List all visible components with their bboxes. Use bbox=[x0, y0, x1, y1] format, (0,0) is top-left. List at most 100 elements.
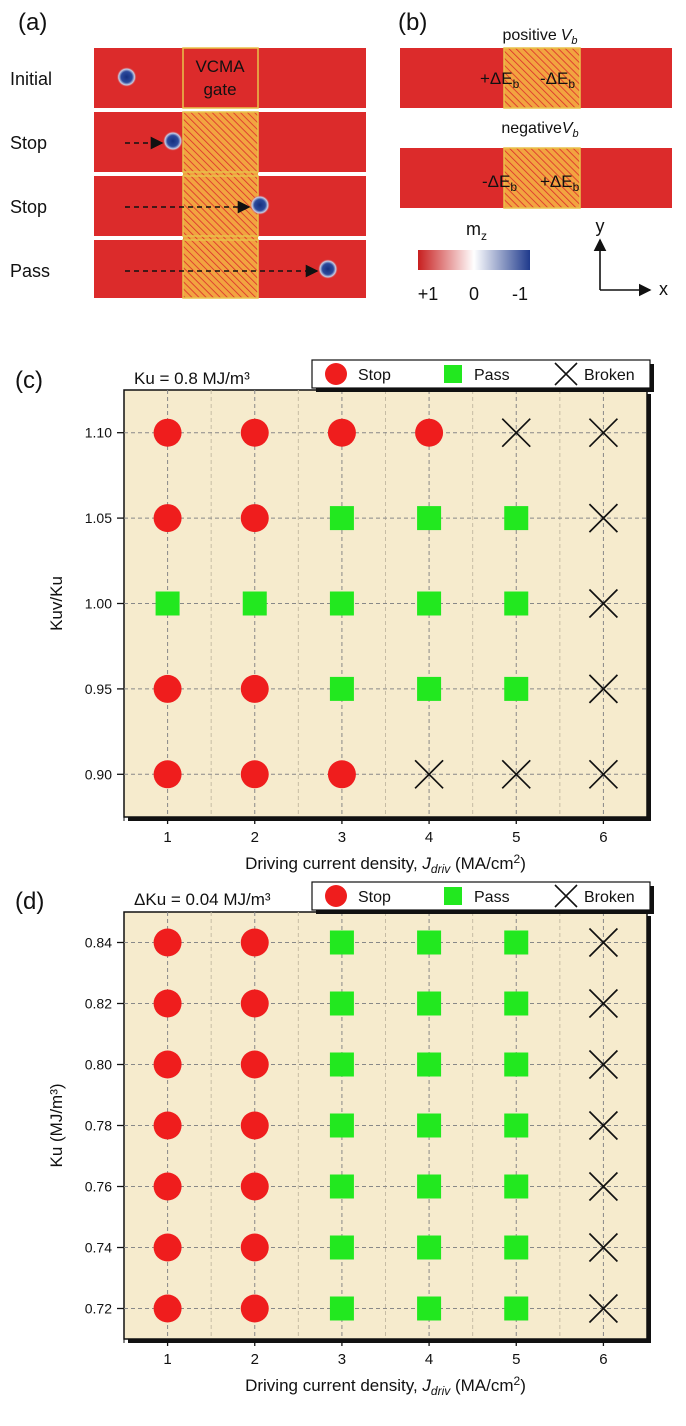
stop-marker bbox=[153, 760, 182, 789]
stop-marker bbox=[415, 418, 444, 447]
broken-marker bbox=[588, 1110, 619, 1141]
x-tick-label: 2 bbox=[251, 829, 259, 846]
stop-marker bbox=[153, 928, 182, 957]
stop-marker bbox=[240, 1233, 269, 1262]
pass-marker bbox=[504, 1296, 529, 1321]
xlabel-driv: driv bbox=[431, 1384, 451, 1398]
broken-marker bbox=[588, 1232, 619, 1263]
broken-marker bbox=[501, 759, 531, 789]
legend-box bbox=[311, 881, 651, 911]
colorbar-tick-zero: 0 bbox=[469, 284, 479, 304]
neg-right-text: +ΔE bbox=[540, 172, 573, 191]
vcma-gate-outline bbox=[182, 111, 259, 173]
stop-marker bbox=[240, 1294, 269, 1323]
stop-marker bbox=[153, 1111, 182, 1140]
y-axis-label: y bbox=[596, 216, 605, 236]
stop-marker bbox=[240, 928, 269, 957]
negative-word: negative bbox=[501, 120, 562, 137]
legend-broken-label: Broken bbox=[584, 889, 635, 906]
e-subscript: b bbox=[513, 77, 520, 91]
broken-marker bbox=[588, 927, 619, 958]
legend-pass-label: Pass bbox=[474, 367, 510, 384]
y-tick-label: 1.05 bbox=[85, 510, 112, 526]
pass-marker bbox=[417, 1174, 442, 1199]
stop-marker bbox=[240, 1172, 269, 1201]
x-tick-label: 3 bbox=[338, 829, 346, 846]
broken-marker bbox=[588, 1293, 619, 1324]
pass-marker bbox=[417, 506, 442, 531]
pass-marker bbox=[329, 676, 354, 701]
pass-marker bbox=[329, 1052, 354, 1077]
xlabel-part: Driving current density, bbox=[245, 1376, 422, 1395]
legend-pass-marker bbox=[444, 887, 462, 905]
vcma-gate-outline bbox=[182, 239, 259, 299]
broken-marker bbox=[501, 418, 531, 448]
x-tick-label: 2 bbox=[251, 1351, 259, 1368]
legend-stop-label: Stop bbox=[358, 889, 391, 906]
xlabel-part: ) bbox=[520, 854, 526, 873]
legend-stop-marker bbox=[325, 363, 347, 385]
y-tick-label: 0.82 bbox=[85, 996, 112, 1012]
colorbar-tick-pos: +1 bbox=[418, 284, 439, 304]
x-tick-label: 1 bbox=[163, 1351, 171, 1368]
colorbar-sub: z bbox=[481, 229, 487, 243]
broken-marker bbox=[588, 759, 619, 789]
pass-marker bbox=[504, 591, 529, 616]
vcma-gate-initial bbox=[182, 47, 259, 109]
pass-marker bbox=[329, 930, 354, 955]
xlabel-part: ) bbox=[520, 1376, 526, 1395]
stop-marker bbox=[153, 418, 182, 447]
x-tick-label: 6 bbox=[599, 1351, 607, 1368]
x-tick-label: 5 bbox=[512, 1351, 520, 1368]
chart-d-annotation: ΔKu = 0.04 MJ/m³ bbox=[134, 890, 271, 909]
stop-marker bbox=[240, 989, 269, 1018]
legend-broken-marker bbox=[554, 362, 578, 386]
stop-marker bbox=[240, 674, 269, 703]
pass-marker bbox=[417, 1296, 442, 1321]
chart-c-annotation: Ku = 0.8 MJ/m³ bbox=[134, 369, 250, 388]
xlabel-j: J bbox=[421, 1376, 431, 1395]
y-tick-label: 0.76 bbox=[85, 1179, 112, 1195]
legend-broken-label: Broken bbox=[584, 367, 635, 384]
panel-a: (a) VCMA gate Initial Stop Stop Pass bbox=[10, 9, 366, 299]
pos-right-text: -ΔE bbox=[540, 69, 568, 88]
broken-marker bbox=[588, 988, 619, 1019]
y-axis-label: Kuv/Ku bbox=[47, 576, 66, 631]
pass-marker bbox=[504, 506, 529, 531]
pass-marker bbox=[504, 930, 529, 955]
vcma-gate-hatched bbox=[183, 112, 258, 298]
colorbar-title: mz bbox=[466, 219, 487, 243]
pass-marker bbox=[329, 1235, 354, 1260]
stop-marker bbox=[153, 674, 182, 703]
x-axis-label: Driving current density, Jdriv (MA/cm2) bbox=[245, 1374, 526, 1398]
pass-marker bbox=[417, 591, 442, 616]
vb-symbol: V bbox=[562, 120, 574, 137]
skyrmion bbox=[249, 195, 270, 215]
legend-box bbox=[311, 359, 651, 389]
positive-word: positive bbox=[502, 27, 556, 44]
stop-marker bbox=[240, 504, 269, 533]
e-subscript: b bbox=[568, 77, 575, 91]
pass-marker bbox=[504, 1113, 529, 1138]
stop-marker bbox=[153, 989, 182, 1018]
xlabel-sup: 2 bbox=[514, 1374, 521, 1388]
stop-marker bbox=[240, 1050, 269, 1079]
panel-c-label: (c) bbox=[15, 367, 43, 394]
y-tick-label: 1.10 bbox=[85, 425, 112, 441]
pass-marker bbox=[504, 991, 529, 1016]
panel-a-label: (a) bbox=[18, 9, 47, 36]
panel-b-label: (b) bbox=[398, 9, 427, 36]
stop-marker bbox=[153, 1050, 182, 1079]
stop-marker bbox=[153, 1233, 182, 1262]
panel-d-label: (d) bbox=[15, 888, 44, 915]
row-label: Stop bbox=[10, 133, 47, 153]
pass-marker bbox=[504, 1174, 529, 1199]
legend-stop-label: Stop bbox=[358, 367, 391, 384]
pass-marker bbox=[329, 591, 354, 616]
broken-marker bbox=[588, 674, 619, 704]
x-tick-label: 3 bbox=[338, 1351, 346, 1368]
stop-marker bbox=[153, 1294, 182, 1323]
xlabel-driv: driv bbox=[431, 862, 451, 876]
panel-b: (b) positive Vb +ΔEb -ΔEb negativeVb -ΔEb… bbox=[398, 9, 672, 304]
